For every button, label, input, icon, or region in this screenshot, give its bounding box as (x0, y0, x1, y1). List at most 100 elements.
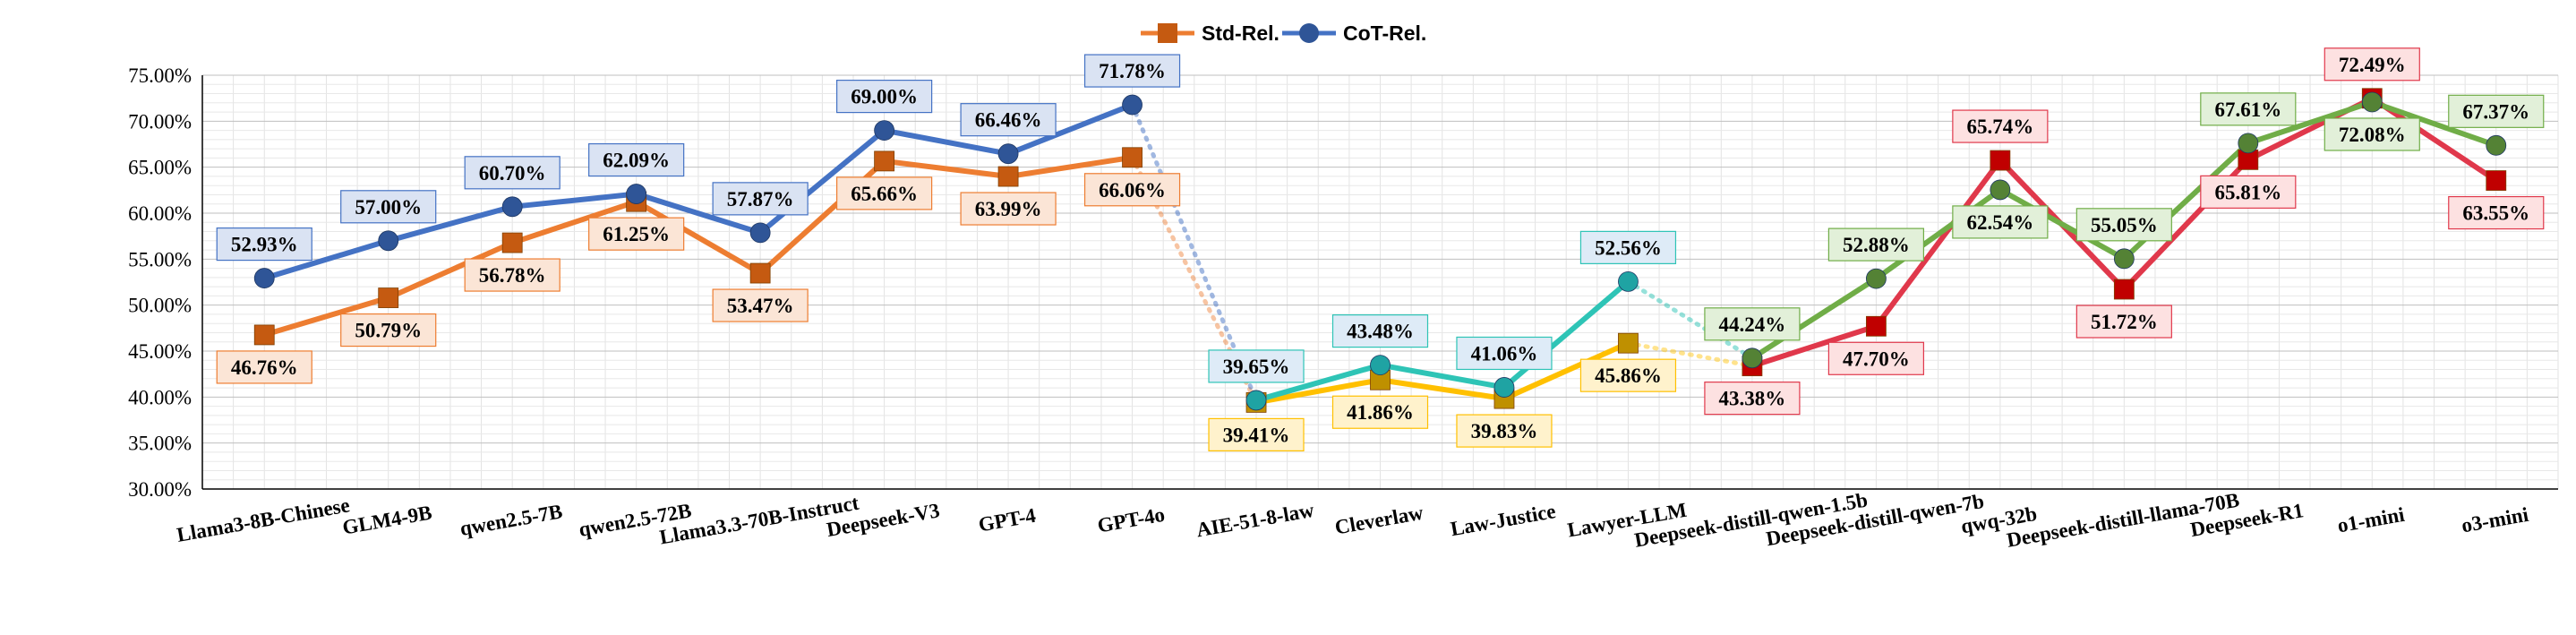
cot-data-label: 67.37% (2462, 100, 2529, 123)
legend-cot-marker (1299, 23, 1319, 43)
legend-std-label: Std-Rel. (1202, 21, 1279, 45)
y-tick-label: 70.00% (128, 110, 192, 133)
std-data-label: 65.66% (851, 183, 918, 205)
std-data-label-box (1083, 173, 1181, 207)
cot-point (253, 268, 275, 288)
cot-data-label-box (2075, 208, 2172, 242)
std-data-label-box (712, 288, 809, 322)
cot-data-label: 71.78% (1099, 60, 1166, 82)
std-data-label-box (588, 217, 685, 251)
std-data-label-box (1579, 358, 1677, 392)
std-data-label-box (2448, 195, 2545, 230)
cot-data-label: 55.05% (2091, 214, 2158, 236)
x-category-label: GPT-4 (977, 504, 1038, 536)
y-tick-label: 60.00% (128, 202, 192, 225)
std-point (1618, 332, 1639, 354)
cot-point (2361, 91, 2383, 113)
cot-data-label-box (1827, 227, 1924, 262)
y-tick-label: 55.00% (128, 248, 192, 270)
std-point (1865, 315, 1887, 337)
std-point (378, 287, 399, 308)
std-point (501, 232, 523, 253)
x-category-label: GPT-4o (1096, 503, 1167, 537)
cot-point (1370, 355, 1391, 376)
cot-data-label-box (2448, 94, 2545, 128)
cot-data-label: 52.93% (231, 234, 298, 256)
std-point (1990, 150, 2011, 171)
legend: Std-Rel. CoT-Rel. (1141, 21, 1426, 45)
x-category-label: o1-mini (2336, 503, 2407, 537)
cot-data-label-box (960, 103, 1057, 137)
cot-data-label-box (1704, 307, 1801, 341)
cot-point (874, 120, 895, 142)
cot-data-label-box (712, 182, 809, 216)
cot-data-label: 57.87% (727, 188, 794, 210)
cot-data-label-box (2324, 117, 2420, 151)
x-category-label: Llama3-8B-Chinese (175, 493, 351, 546)
cot-point (1742, 348, 1763, 369)
cot-point (2238, 133, 2259, 154)
cot-point (2486, 134, 2507, 156)
cot-data-label: 41.06% (1471, 342, 1538, 365)
cot-data-label: 44.24% (1719, 313, 1786, 336)
y-tick-label: 45.00% (128, 340, 192, 363)
std-point (874, 150, 895, 172)
y-tick-label: 35.00% (128, 433, 192, 455)
cot-data-label: 52.56% (1595, 236, 1662, 259)
std-data-label: 47.70% (1843, 348, 1910, 370)
std-point (1122, 147, 1143, 168)
axes: 30.00% 35.00% 40.00% 45.00% 50.00% 55.00% 60.0… (128, 64, 2558, 552)
std-data-label: 53.47% (727, 295, 794, 317)
cot-data-label-box (1952, 205, 2049, 239)
std-connector (1625, 340, 1755, 369)
cot-data-label-box (464, 156, 561, 190)
std-point (2113, 279, 2135, 300)
std-data-label: 51.72% (2091, 311, 2158, 333)
std-point (253, 324, 275, 346)
cot-data-label: 72.08% (2339, 124, 2406, 146)
y-tick-label: 30.00% (128, 478, 192, 501)
x-category-label: AIE-51-8-law (1194, 499, 1316, 542)
std-data-label-box (1456, 414, 1553, 448)
std-data-label-box (1704, 382, 1801, 416)
legend-std-marker (1158, 23, 1177, 43)
std-data-label-box (2324, 47, 2420, 82)
cot-data-label: 69.00% (851, 86, 918, 108)
cot-data-label-box (1208, 349, 1305, 383)
cot-data-label-box (1456, 336, 1553, 371)
series-markers (253, 88, 2507, 413)
cot-point (1122, 94, 1143, 116)
std-data-label-box (1827, 341, 1924, 375)
cot-point (1618, 270, 1639, 292)
cot-point (2113, 248, 2135, 270)
std-point (2486, 170, 2507, 191)
std-data-label: 46.76% (231, 356, 298, 379)
std-data-label: 65.74% (1966, 116, 2033, 138)
cot-data-label-box (1083, 54, 1181, 88)
std-data-label: 65.81% (2214, 181, 2281, 203)
cot-data-label: 67.61% (2214, 99, 2281, 121)
std-data-label-box (464, 258, 561, 292)
cot-point (501, 196, 523, 218)
x-category-label: Law-Justice (1449, 500, 1557, 540)
cot-point (749, 222, 771, 244)
std-data-label-box (1208, 417, 1305, 451)
std-data-label-box (1331, 395, 1429, 429)
std-point (997, 166, 1019, 187)
cot-data-label: 62.54% (1966, 211, 2033, 234)
x-category-label: o3-mini (2460, 503, 2530, 537)
cot-data-label: 43.48% (1347, 321, 1414, 343)
cot-data-label: 60.70% (479, 162, 546, 184)
cot-connector (1625, 279, 1755, 361)
std-data-label-box (216, 350, 312, 384)
y-tick-label: 75.00% (128, 64, 192, 87)
x-category-label: Cleverlaw (1333, 502, 1425, 539)
cot-point (997, 143, 1019, 165)
cot-point (1493, 377, 1515, 398)
std-data-label: 39.83% (1471, 420, 1538, 442)
std-data-label: 45.86% (1595, 365, 1662, 387)
std-data-label-box (2075, 305, 2172, 339)
cot-point (378, 230, 399, 252)
std-data-label: 63.55% (2462, 202, 2529, 225)
std-data-label: 50.79% (355, 320, 422, 342)
